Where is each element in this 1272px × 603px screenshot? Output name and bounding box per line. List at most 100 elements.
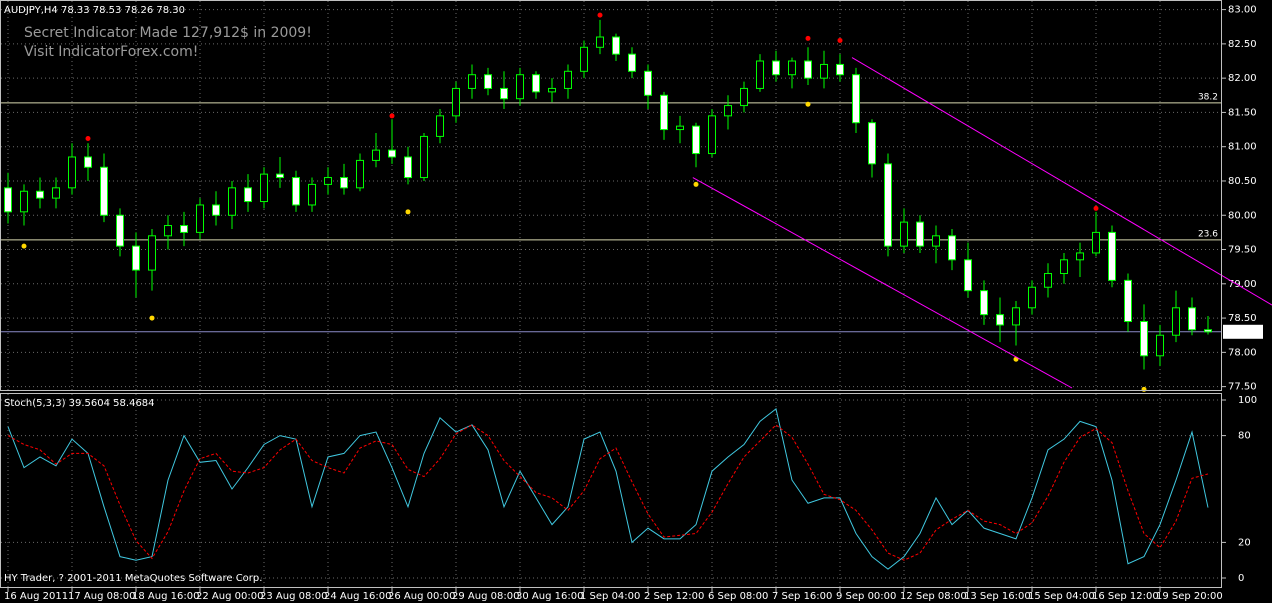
fractal-marker (837, 37, 843, 43)
y-tick-label: 81.50 (1228, 107, 1257, 118)
y-tick-label: 80 (1238, 431, 1251, 442)
candle-body (836, 63, 844, 76)
candle-body (276, 173, 284, 179)
y-tick-label: 80.50 (1228, 176, 1257, 187)
x-tick-label: 12 Sep 08:00 (900, 591, 967, 602)
candle-body (36, 190, 44, 199)
annotation: Visit IndicatorForex.com! (24, 44, 198, 60)
candle-body (436, 115, 444, 137)
x-tick-label: 24 Aug 16:00 (324, 591, 391, 602)
candle-body (724, 105, 732, 117)
x-tick-label: 30 Aug 16:00 (516, 591, 583, 602)
candle-body (884, 163, 892, 247)
candle-body (868, 122, 876, 165)
y-tick-label: 82.00 (1228, 73, 1257, 84)
candle-body (212, 204, 220, 216)
y-tick-label: 79.50 (1228, 245, 1257, 256)
x-tick-label: 26 Aug 00:00 (388, 591, 455, 602)
candle-body (1188, 307, 1196, 331)
candle-body (596, 36, 604, 48)
candle-body (164, 225, 172, 237)
candle-body (100, 166, 108, 216)
candle-body (356, 159, 364, 189)
candle-body (820, 63, 828, 79)
candle-body (1108, 231, 1116, 281)
x-tick-label: 2 Sep 12:00 (644, 591, 704, 602)
trend-line (692, 177, 1073, 389)
candle-body (84, 156, 92, 168)
x-tick-label: 15 Sep 04:00 (1028, 591, 1095, 602)
candle-body (388, 149, 396, 158)
candle-body (1076, 252, 1084, 261)
x-tick-label: 29 Aug 08:00 (452, 591, 519, 602)
fractal-marker (85, 135, 91, 141)
candle-body (548, 87, 556, 93)
stochastic-panel-border (0, 393, 1222, 588)
x-tick-label: 13 Sep 16:00 (964, 591, 1031, 602)
candle-body (932, 235, 940, 247)
fractal-marker (805, 35, 811, 41)
candle-body (308, 183, 316, 206)
candle-body (708, 115, 716, 155)
candle-body (180, 225, 188, 233)
last-price-box (1223, 324, 1263, 339)
stochastic-line (7, 408, 1209, 570)
x-tick-label: 19 Sep 20:00 (1156, 591, 1223, 602)
x-tick-label: 6 Sep 08:00 (708, 591, 768, 602)
stochastic-layer: 0 20 80 100 (7, 395, 1257, 584)
annotation: Secret Indicator Made 127,912$ in 2009! (24, 25, 312, 41)
candle-body (676, 125, 684, 131)
x-tick-label: 9 Sep 00:00 (836, 591, 896, 602)
candle-body (484, 74, 492, 89)
candle-body (452, 87, 460, 117)
last-price-label: 78.30 (1228, 327, 1257, 338)
footer: HY Trader, ? 2001-2011 MetaQuotes Softwa… (4, 573, 262, 584)
candle-body (324, 177, 332, 185)
candle-body (468, 74, 476, 89)
fractal-marker (693, 181, 699, 187)
fractal-marker (389, 113, 395, 119)
candle-body (372, 149, 380, 161)
candle-body (1092, 231, 1100, 254)
candle-body (116, 214, 124, 247)
candle-body (1044, 273, 1052, 288)
candle-body (980, 290, 988, 316)
price-layer: 77.50 78.00 78.50 79.00 79.50 80.00 80.50 81.00… (1, 5, 1272, 602)
candle-body (260, 173, 268, 203)
candle-body (1012, 307, 1020, 326)
candle-body (68, 156, 76, 189)
indicator-title: Stoch(5,3,3) 39.5604 58.4684 (4, 398, 155, 409)
candle-body (1028, 286, 1036, 309)
x-tick-label: 1 Sep 04:00 (580, 591, 640, 602)
candle-body (500, 87, 508, 100)
candle-body (52, 187, 60, 199)
candle-body (340, 177, 348, 189)
candle-body (420, 135, 428, 179)
fractal-marker (597, 12, 603, 18)
x-tick-label: 22 Aug 00:00 (196, 591, 263, 602)
y-tick-label: 79.00 (1228, 279, 1257, 290)
candle-body (244, 187, 252, 203)
x-tick-label: 18 Aug 16:00 (132, 591, 199, 602)
chart-title: AUDJPY,H4 78.33 78.53 78.26 78.30 (4, 5, 185, 16)
y-tick-label: 0 (1238, 573, 1244, 584)
candle-body (740, 87, 748, 107)
candle-body (804, 60, 812, 79)
candle-body (612, 36, 620, 55)
candle-body (404, 156, 412, 179)
fractal-marker (149, 315, 155, 321)
candle-body (660, 94, 668, 131)
candle-body (900, 221, 908, 247)
x-tick-label: 16 Aug 2011 (4, 591, 68, 602)
y-tick-label: 83.00 (1228, 5, 1257, 16)
y-tick-label: 80.00 (1228, 210, 1257, 221)
stochastic-line (7, 424, 1209, 561)
candle-body (1140, 321, 1148, 357)
candle-body (756, 60, 764, 89)
fibo-level-label: 38.2 (1198, 92, 1218, 102)
candle-body (516, 74, 524, 100)
y-tick-label: 81.00 (1228, 142, 1257, 153)
candle-body (916, 221, 924, 247)
candle-body (996, 314, 1004, 326)
